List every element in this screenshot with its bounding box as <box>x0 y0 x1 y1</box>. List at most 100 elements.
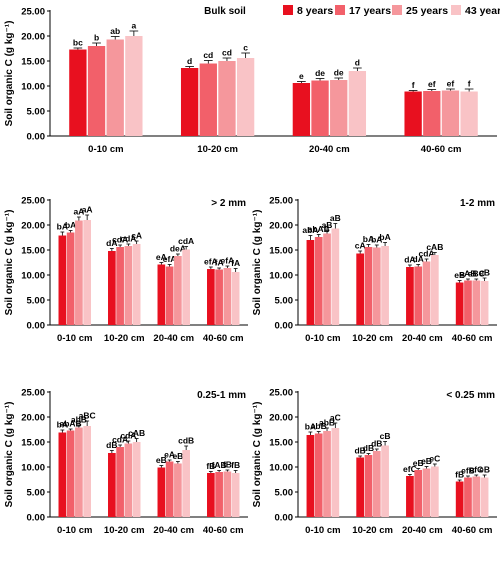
bar <box>180 68 199 136</box>
x-category-label: 20-40 cm <box>153 525 194 536</box>
bar <box>306 435 315 517</box>
legend-swatch <box>335 5 345 15</box>
legend-swatch <box>392 5 402 15</box>
y-tick-label: 15.00 <box>269 246 293 257</box>
bar <box>223 471 232 517</box>
significance-label: cd <box>203 50 213 60</box>
bar <box>132 244 141 325</box>
y-tick-label: 5.00 <box>275 488 294 499</box>
bar <box>430 255 439 325</box>
bar <box>331 228 340 325</box>
bar <box>314 237 323 325</box>
significance-label: eBC <box>468 269 485 279</box>
significance-label: ef <box>447 79 455 89</box>
bar <box>108 453 116 517</box>
significance-label: eB <box>156 455 167 465</box>
y-axis-title: Soil organic C (g kg⁻¹) <box>4 210 15 316</box>
y-tick-label: 5.00 <box>27 488 46 499</box>
x-category-label: 0-10 cm <box>57 525 92 536</box>
x-category-label: 10-20 cm <box>352 333 393 344</box>
y-tick-label: 0.00 <box>27 132 46 143</box>
bar <box>472 476 481 517</box>
significance-label: dB <box>371 439 382 449</box>
bar <box>116 247 124 325</box>
significance-label: ab <box>110 26 120 36</box>
significance-label: d <box>355 58 360 68</box>
significance-label: dB <box>106 440 117 450</box>
y-tick-label: 5.00 <box>27 296 46 307</box>
chart-panel: 0.00 5.00 10.00 15.00 20.00 25.00 Soil organic… <box>252 388 497 536</box>
significance-label: eAB <box>459 269 476 279</box>
x-category-label: 40-60 cm <box>452 333 493 344</box>
significance-label: cA <box>131 231 142 241</box>
significance-label: e <box>299 71 304 81</box>
x-category-label: 20-40 cm <box>402 525 443 536</box>
y-tick-label: 0.00 <box>275 321 294 332</box>
chart-panel: 0.00 5.00 10.00 15.00 20.00 25.00 Soil organic… <box>4 196 248 344</box>
significance-label: efC <box>403 464 417 474</box>
significance-label: fB <box>455 470 464 480</box>
bar <box>125 36 143 136</box>
significance-label: abB <box>311 421 327 431</box>
y-tick-label: 25.00 <box>269 388 293 399</box>
significance-label: aB <box>322 220 333 230</box>
bar <box>348 71 367 136</box>
bar <box>124 246 133 325</box>
y-axis-title: Soil organic C (g kg⁻¹) <box>252 402 263 508</box>
significance-label: bA <box>305 422 316 432</box>
y-tick-label: 20.00 <box>21 221 45 232</box>
bar <box>83 220 91 325</box>
x-category-label: 10-20 cm <box>104 333 145 344</box>
x-category-label: 40-60 cm <box>452 525 493 536</box>
bar <box>132 442 141 517</box>
legend-swatch <box>283 5 293 15</box>
significance-label: cdA <box>112 435 128 445</box>
y-tick-label: 20.00 <box>21 413 45 424</box>
x-category-label: 20-40 cm <box>309 144 350 155</box>
significance-label: eB <box>413 458 424 468</box>
chart-panel: 0.00 5.00 10.00 15.00 20.00 25.00 Soil organic… <box>4 388 248 536</box>
significance-label: eB <box>454 270 465 280</box>
significance-label: eB <box>421 456 432 466</box>
bar <box>157 264 166 325</box>
bar <box>58 432 67 517</box>
bar <box>331 428 340 517</box>
significance-label: bA <box>57 222 68 232</box>
bar <box>69 49 87 136</box>
y-tick-label: 0.00 <box>27 321 46 332</box>
y-tick-label: 20.00 <box>21 32 45 43</box>
significance-label: bA <box>371 235 382 245</box>
significance-label: eA <box>156 252 167 262</box>
bar <box>404 91 422 136</box>
significance-label: f <box>468 79 471 89</box>
x-category-label: 10-20 cm <box>104 525 145 536</box>
significance-label: fA <box>231 258 240 268</box>
significance-label: abB <box>319 418 335 428</box>
y-tick-label: 0.00 <box>27 513 46 524</box>
y-axis-title: Soil organic C (g kg⁻¹) <box>4 21 15 127</box>
significance-label: efA <box>221 256 235 266</box>
y-tick-label: 0.00 <box>275 513 294 524</box>
bar <box>323 431 331 517</box>
significance-label: efA <box>163 254 177 264</box>
significance-label: fAB <box>212 460 227 470</box>
bar <box>199 63 217 136</box>
bar <box>356 253 365 325</box>
significance-label: eA <box>164 450 175 460</box>
y-tick-label: 10.00 <box>21 463 45 474</box>
y-tick-label: 5.00 <box>275 296 294 307</box>
bar <box>480 281 489 325</box>
bar <box>480 477 489 517</box>
bar <box>83 426 91 517</box>
bar <box>174 256 182 325</box>
bar <box>218 61 236 136</box>
chart-panel: 0.00 5.00 10.00 15.00 20.00 25.00 Soil organic… <box>252 196 497 344</box>
bar <box>165 461 174 517</box>
bar <box>441 90 460 136</box>
panel-title: 1-2 mm <box>460 198 495 209</box>
bar <box>75 220 83 325</box>
bar <box>381 246 389 325</box>
x-category-label: 20-40 cm <box>153 333 194 344</box>
bar <box>423 91 441 136</box>
significance-label: c <box>243 43 248 53</box>
